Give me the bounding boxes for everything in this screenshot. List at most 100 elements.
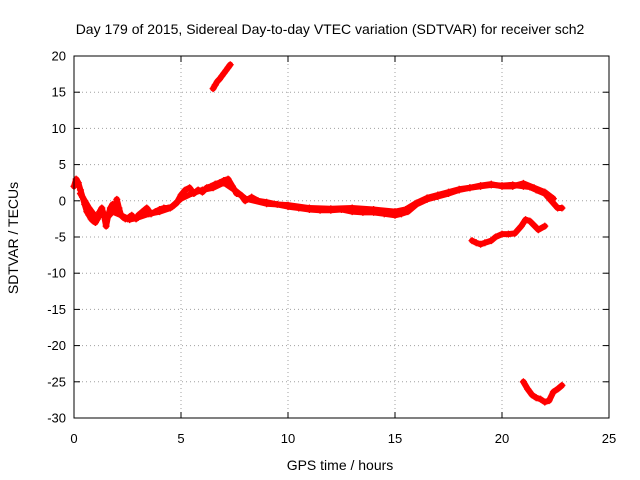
y-tick-label: -20 [47,338,66,353]
y-tick-label: 20 [52,49,66,64]
data-point [534,226,542,234]
y-tick-label: 15 [52,85,66,100]
y-tick-label: -15 [47,302,66,317]
y-tick-label: -5 [54,230,66,245]
data-point [109,200,117,208]
data-point [412,199,420,207]
data-point [519,378,527,386]
data-point [188,190,196,198]
x-tick-label: 25 [602,431,616,446]
data-point [434,191,442,199]
data-point [94,213,102,221]
y-tick-label: 5 [59,157,66,172]
data-point [481,239,489,247]
series-dip-lower [519,378,566,406]
data-point [211,81,219,89]
x-axis: 0 5 10 15 20 25 [70,56,616,446]
data-point [156,208,164,216]
data-point [472,239,480,247]
data-point [102,222,110,230]
y-axis-title: SDTVAR / TECUs [5,182,21,294]
series-dip-mid [468,216,549,248]
series-spike-upper [209,61,234,93]
data-point [541,188,549,196]
data-point [522,216,530,224]
y-tick-label: -10 [47,266,66,281]
data-point [468,237,476,245]
data-point [115,204,123,212]
data-point [524,385,532,393]
series-secondary-trace [76,179,557,224]
data-point [545,397,553,405]
data-point [530,184,538,192]
data-point [305,204,313,212]
data-point [423,194,431,202]
data-point [498,182,506,190]
data-point [220,179,228,187]
data-point [455,185,463,193]
data-point [263,200,271,208]
data-point [348,204,356,212]
data-point [89,210,97,218]
data-point [134,213,142,221]
data-point [186,184,194,192]
x-tick-label: 10 [281,431,295,446]
data-point [177,195,185,203]
data-point [143,204,151,212]
y-tick-label: -25 [47,374,66,389]
data-point [509,182,517,190]
data-point [113,195,121,203]
data-point [554,385,562,393]
data-point [102,215,110,223]
data-point [537,395,545,403]
data-point [528,391,536,399]
chart-title: Day 179 of 2015, Sidereal Day-to-day VTE… [76,21,585,37]
data-point [541,398,549,406]
data-point [487,180,495,188]
data-point [327,205,335,213]
data-point [126,216,134,224]
data-point [391,208,399,216]
data-point [530,221,538,229]
data-point [117,211,125,219]
data-point [498,230,506,238]
data-point [109,208,117,216]
y-tick-label: 10 [52,121,66,136]
data-point [91,219,99,227]
data-point [284,201,292,209]
data-point [511,229,519,237]
data-point [98,210,106,218]
data-point [477,182,485,190]
data-point [402,205,410,213]
x-tick-label: 0 [70,431,77,446]
data-point [549,195,557,203]
x-axis-title: GPS time / hours [287,457,394,473]
data-point [85,204,93,212]
data-point [487,237,495,245]
y-tick-label: 0 [59,193,66,208]
data-point [477,240,485,248]
data-point [198,186,206,194]
data-point [504,230,512,238]
y-tick-label: -30 [47,411,66,426]
data-point [166,204,174,212]
data-point [558,204,566,212]
data-point [231,186,238,194]
data-point [81,197,89,205]
data-point [517,222,525,230]
data-point [541,222,549,230]
x-tick-label: 15 [388,431,402,446]
data-point [145,210,153,218]
grid-lines [74,56,609,418]
data-point [76,190,84,198]
data-point [181,186,189,194]
x-tick-label: 20 [495,431,509,446]
data-point [224,175,232,183]
y-axis: -30 -25 -20 -15 -10 -5 0 5 10 15 20 [47,49,609,426]
x-tick-label: 5 [177,431,184,446]
data-point [549,388,557,396]
data-point [226,61,234,69]
data-point [209,184,217,192]
data-point [241,195,249,203]
